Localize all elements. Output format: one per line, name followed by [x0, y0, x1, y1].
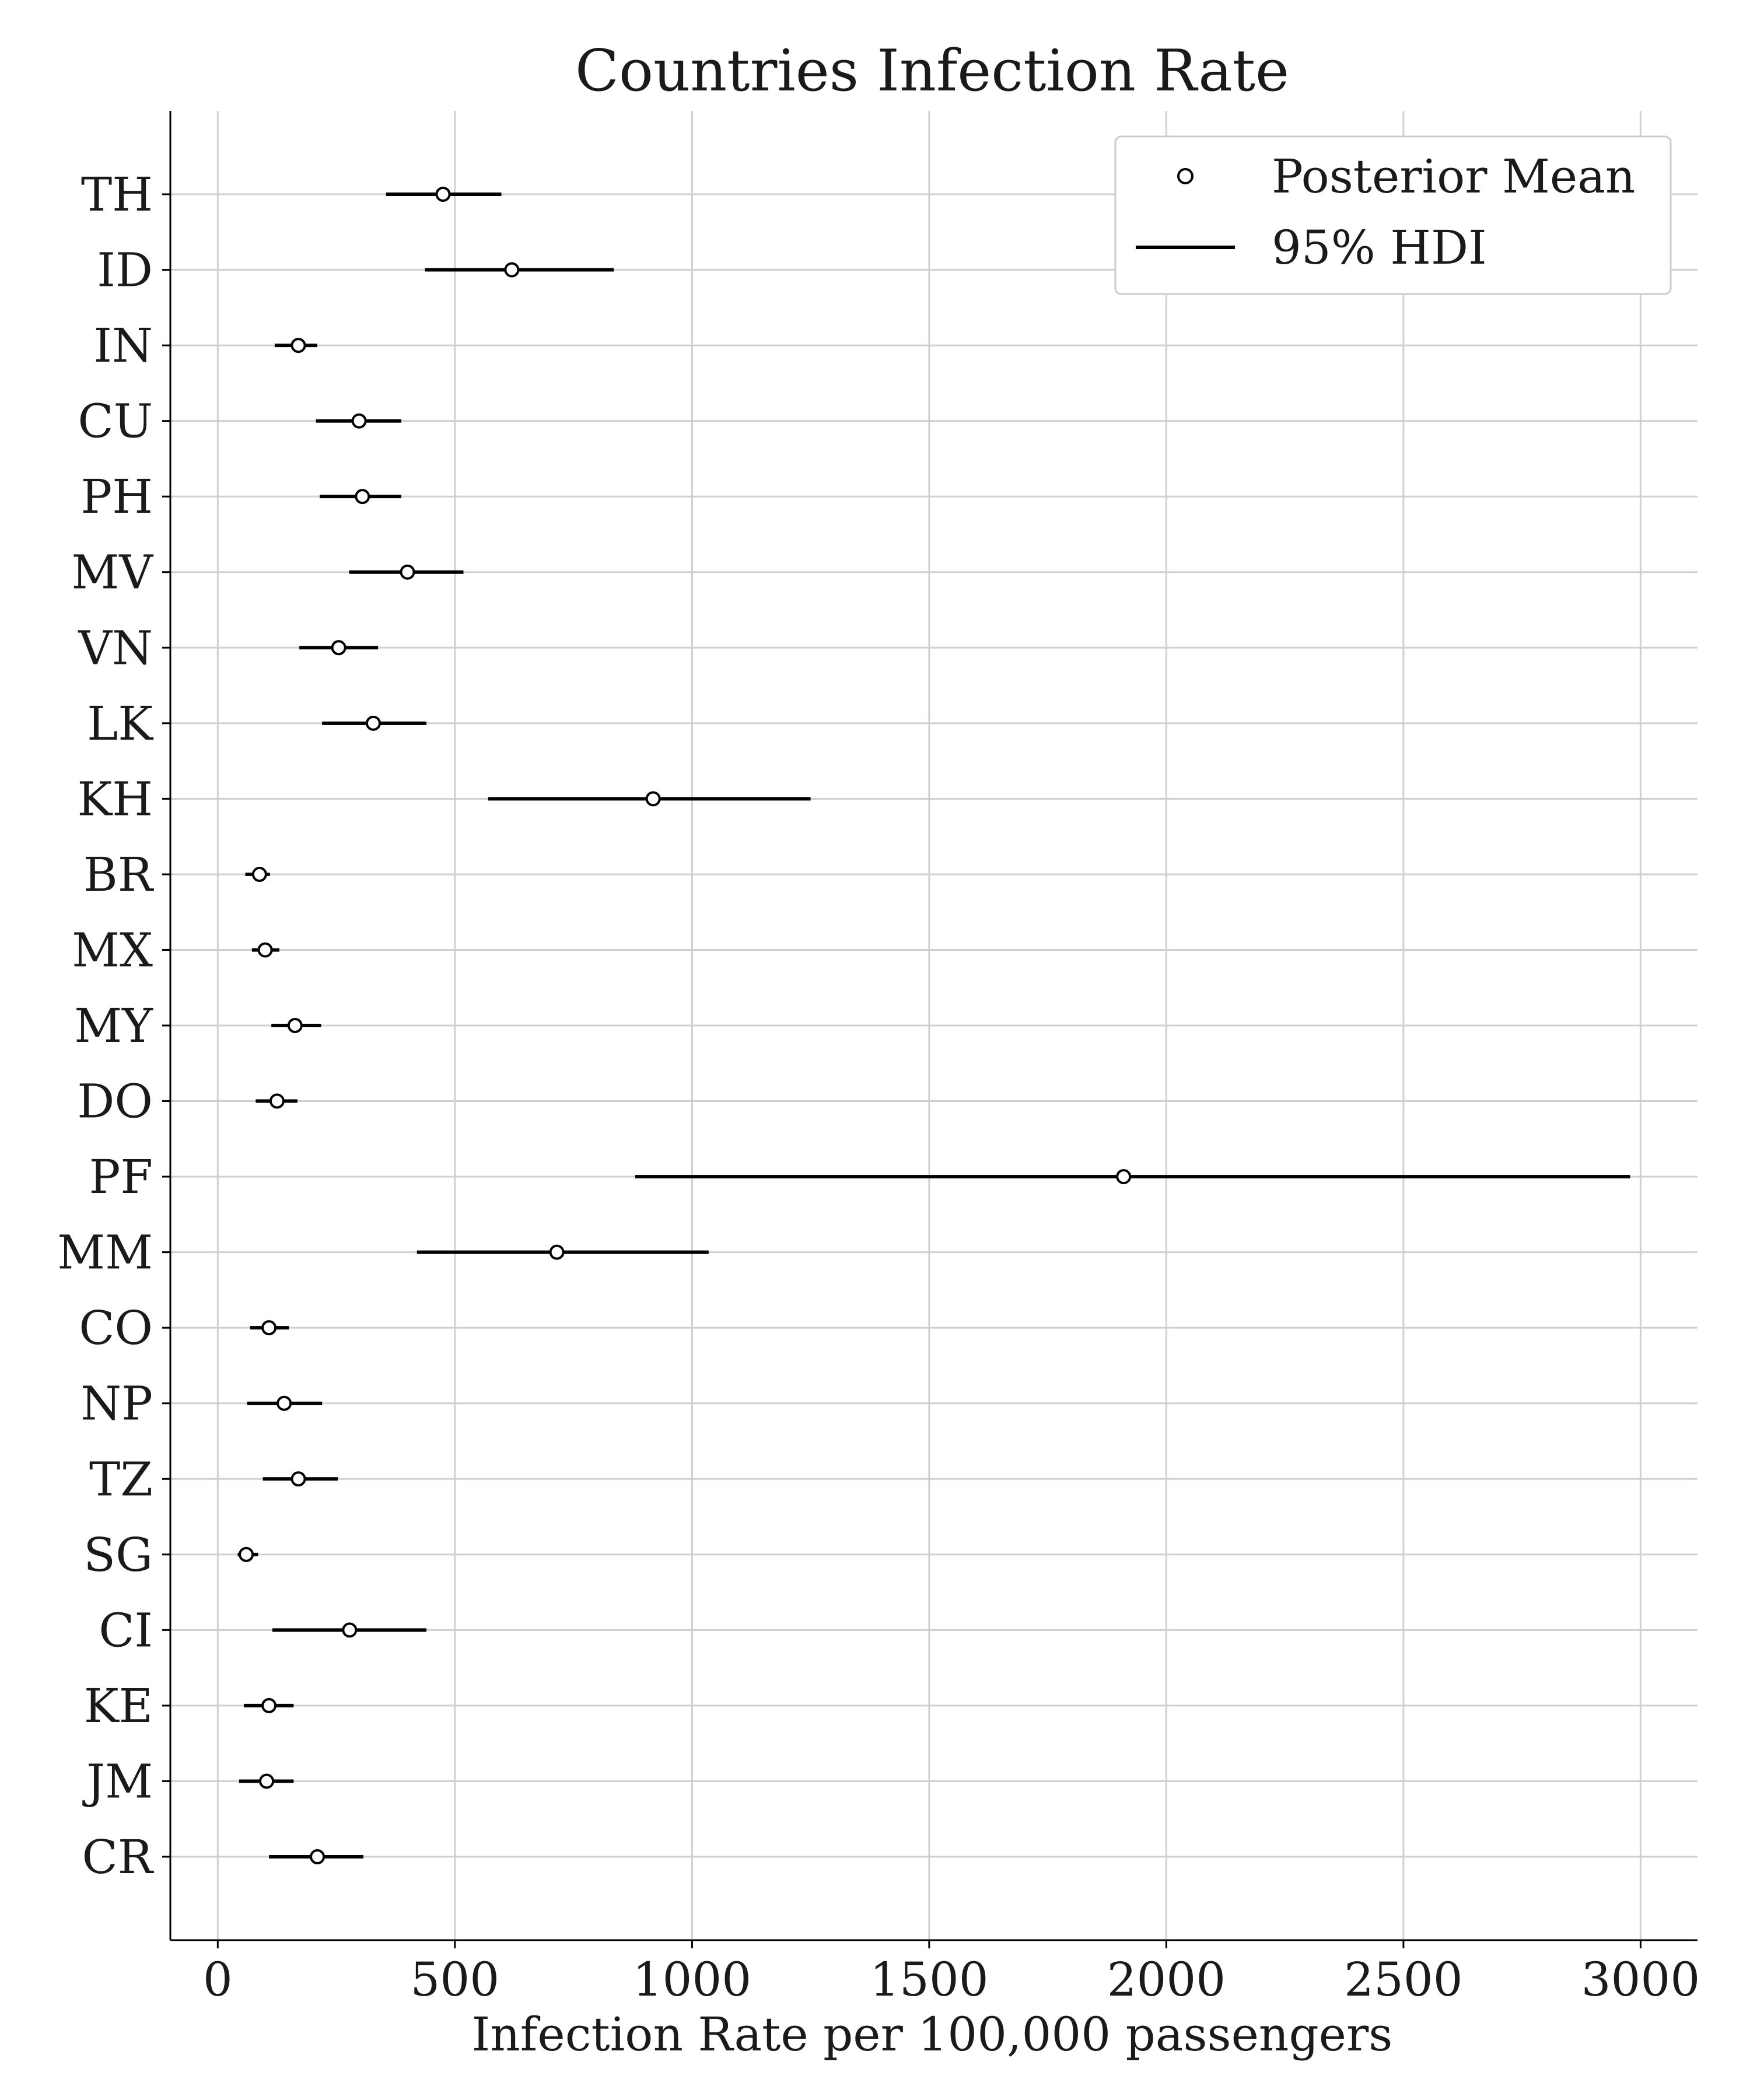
y-tick-label-sg: SG [83, 1528, 153, 1582]
legend-label-hdi: 95% HDI [1272, 220, 1487, 275]
y-tick-label-kh: KH [77, 772, 153, 826]
posterior-mean-point-mm [549, 1244, 565, 1260]
y-tick-label-cr: CR [82, 1830, 155, 1884]
x-tick-layer: 0 500 1000 1500 2000 2500 3000 [203, 1940, 1700, 2007]
y-tick-label-jm: JM [82, 1754, 153, 1808]
x-tick-label: 500 [410, 1952, 499, 2007]
posterior-mean-point-ci [342, 1622, 358, 1638]
posterior-mean-point-lk [365, 715, 381, 731]
chart-title: Countries Infection Rate [575, 38, 1289, 104]
y-tick-label-ke: KE [84, 1679, 153, 1733]
y-tick-label-mm: MM [57, 1226, 153, 1280]
legend-box [1114, 135, 1672, 295]
y-tick-label-ci: CI [99, 1603, 153, 1657]
posterior-mean-point-br [251, 866, 267, 882]
x-tick-label: 1500 [870, 1952, 989, 2007]
x-tick-label: 3000 [1581, 1952, 1700, 2007]
grid-layer [170, 111, 1698, 1940]
posterior-mean-point-cr [310, 1849, 326, 1864]
posterior-mean-point-pf [1116, 1169, 1132, 1185]
legend: Posterior Mean 95% HDI [1114, 135, 1672, 295]
y-tick-label-lk: LK [87, 696, 153, 751]
posterior-mean-point-mv [400, 564, 415, 580]
posterior-mean-point-tz [290, 1471, 306, 1487]
y-tick-label-ph: PH [80, 470, 153, 524]
posterior-mean-point-jm [259, 1773, 275, 1789]
y-tick-label-co: CO [79, 1301, 153, 1355]
marker-layer [239, 187, 1132, 1864]
posterior-mean-point-co [261, 1320, 277, 1336]
legend-marker-posterior-mean [1177, 168, 1194, 184]
posterior-mean-point-mx [257, 942, 273, 958]
posterior-mean-point-id [504, 262, 520, 278]
x-tick-label: 0 [203, 1952, 233, 2007]
y-tick-label-do: DO [77, 1074, 153, 1129]
y-tick-label-in: IN [93, 318, 153, 373]
posterior-mean-point-ke [261, 1698, 277, 1713]
y-tick-label-id: ID [97, 243, 153, 298]
x-tick-label: 2500 [1344, 1952, 1463, 2007]
posterior-mean-point-do [269, 1093, 285, 1109]
y-tick-label-mv: MV [71, 545, 153, 600]
posterior-mean-point-cu [351, 413, 367, 429]
y-tick-label-vn: VN [78, 621, 153, 675]
y-tick-label-np: NP [80, 1377, 153, 1431]
legend-label-posterior-mean: Posterior Mean [1272, 149, 1635, 204]
posterior-mean-point-vn [331, 640, 346, 656]
y-tick-label-my: MY [74, 999, 153, 1053]
y-tick-label-cu: CU [78, 394, 153, 449]
x-tick-label: 1000 [633, 1952, 752, 2007]
posterior-mean-point-np [276, 1395, 292, 1411]
posterior-mean-point-ph [355, 489, 370, 505]
y-tick-label-th: TH [81, 167, 153, 222]
posterior-mean-point-my [287, 1018, 303, 1033]
posterior-mean-point-th [435, 187, 451, 202]
posterior-mean-point-in [290, 338, 306, 354]
x-axis-label: Infection Rate per 100,000 passengers [472, 2007, 1393, 2062]
y-tick-label-mx: MX [72, 923, 153, 977]
y-tick-label-tz: TZ [89, 1452, 153, 1506]
posterior-mean-point-kh [645, 791, 661, 807]
x-tick-label: 2000 [1107, 1952, 1226, 2007]
posterior-mean-point-sg [239, 1546, 254, 1562]
y-tick-label-pf: PF [89, 1150, 153, 1204]
y-tick-label-br: BR [83, 848, 155, 902]
y-tick-layer: TH ID IN CU PH MV VN LK KH BR MX MY DO PF MM CO NP TZ SG CI… [57, 167, 170, 1884]
